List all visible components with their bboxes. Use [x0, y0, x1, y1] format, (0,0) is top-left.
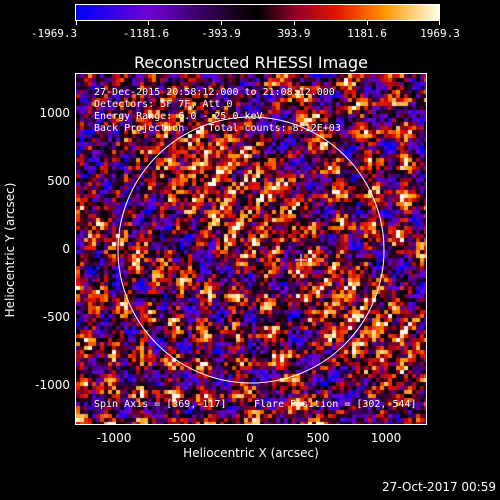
y-tick-label: 0: [62, 242, 70, 256]
rhessi-image-map: [76, 74, 426, 424]
colorbar-tick: -393.9: [201, 27, 241, 40]
footer-date: 27-Oct-2017 00:59: [382, 480, 496, 494]
overlay: [117, 116, 385, 384]
colorbar-tick: 393.9: [277, 27, 311, 40]
info-spin-axis: Spin Axis = [369,-117]: [94, 399, 227, 410]
x-axis-label: Heliocentric X (arcsec): [183, 446, 319, 460]
colorbar: [75, 4, 440, 21]
y-tick-label: -500: [42, 310, 70, 324]
y-tick-label: 500: [47, 174, 70, 188]
x-tick-label: -1000: [96, 431, 132, 445]
y-axis-label: Heliocentric Y (arcsec): [3, 182, 17, 318]
solar-limb-circle: [117, 116, 385, 384]
info-method-counts: Back Projection Total counts: 8.12E+03: [94, 123, 341, 134]
colorbar-tick: 1181.6: [347, 27, 387, 40]
info-time-range: 27-Dec-2015 20:58:12.000 to 21:08:12.000: [94, 87, 335, 98]
x-tick-label: -500: [168, 431, 196, 445]
y-tick-label: 1000: [39, 106, 70, 120]
info-flare-position: Flare Position = [302,-544]: [254, 399, 417, 410]
image-plot: 27-Dec-2015 20:58:12.000 to 21:08:12.000…: [75, 73, 427, 425]
plot-title: Reconstructed RHESSI Image: [134, 53, 368, 72]
x-tick-label: 1000: [370, 431, 402, 445]
colorbar-tick: -1181.6: [122, 27, 170, 40]
info-energy-range: Energy Range: 6.0 - 25.0 keV: [94, 111, 263, 122]
x-tick-label: 0: [246, 431, 254, 445]
y-tick-label: -1000: [35, 378, 70, 392]
info-detectors: Detectors: 5F 7F, Att 0: [94, 99, 233, 110]
x-tick-label: 500: [306, 431, 330, 445]
colorbar-tick: -1969.3: [30, 27, 78, 40]
colorbar-tick: 1969.3: [420, 27, 460, 40]
